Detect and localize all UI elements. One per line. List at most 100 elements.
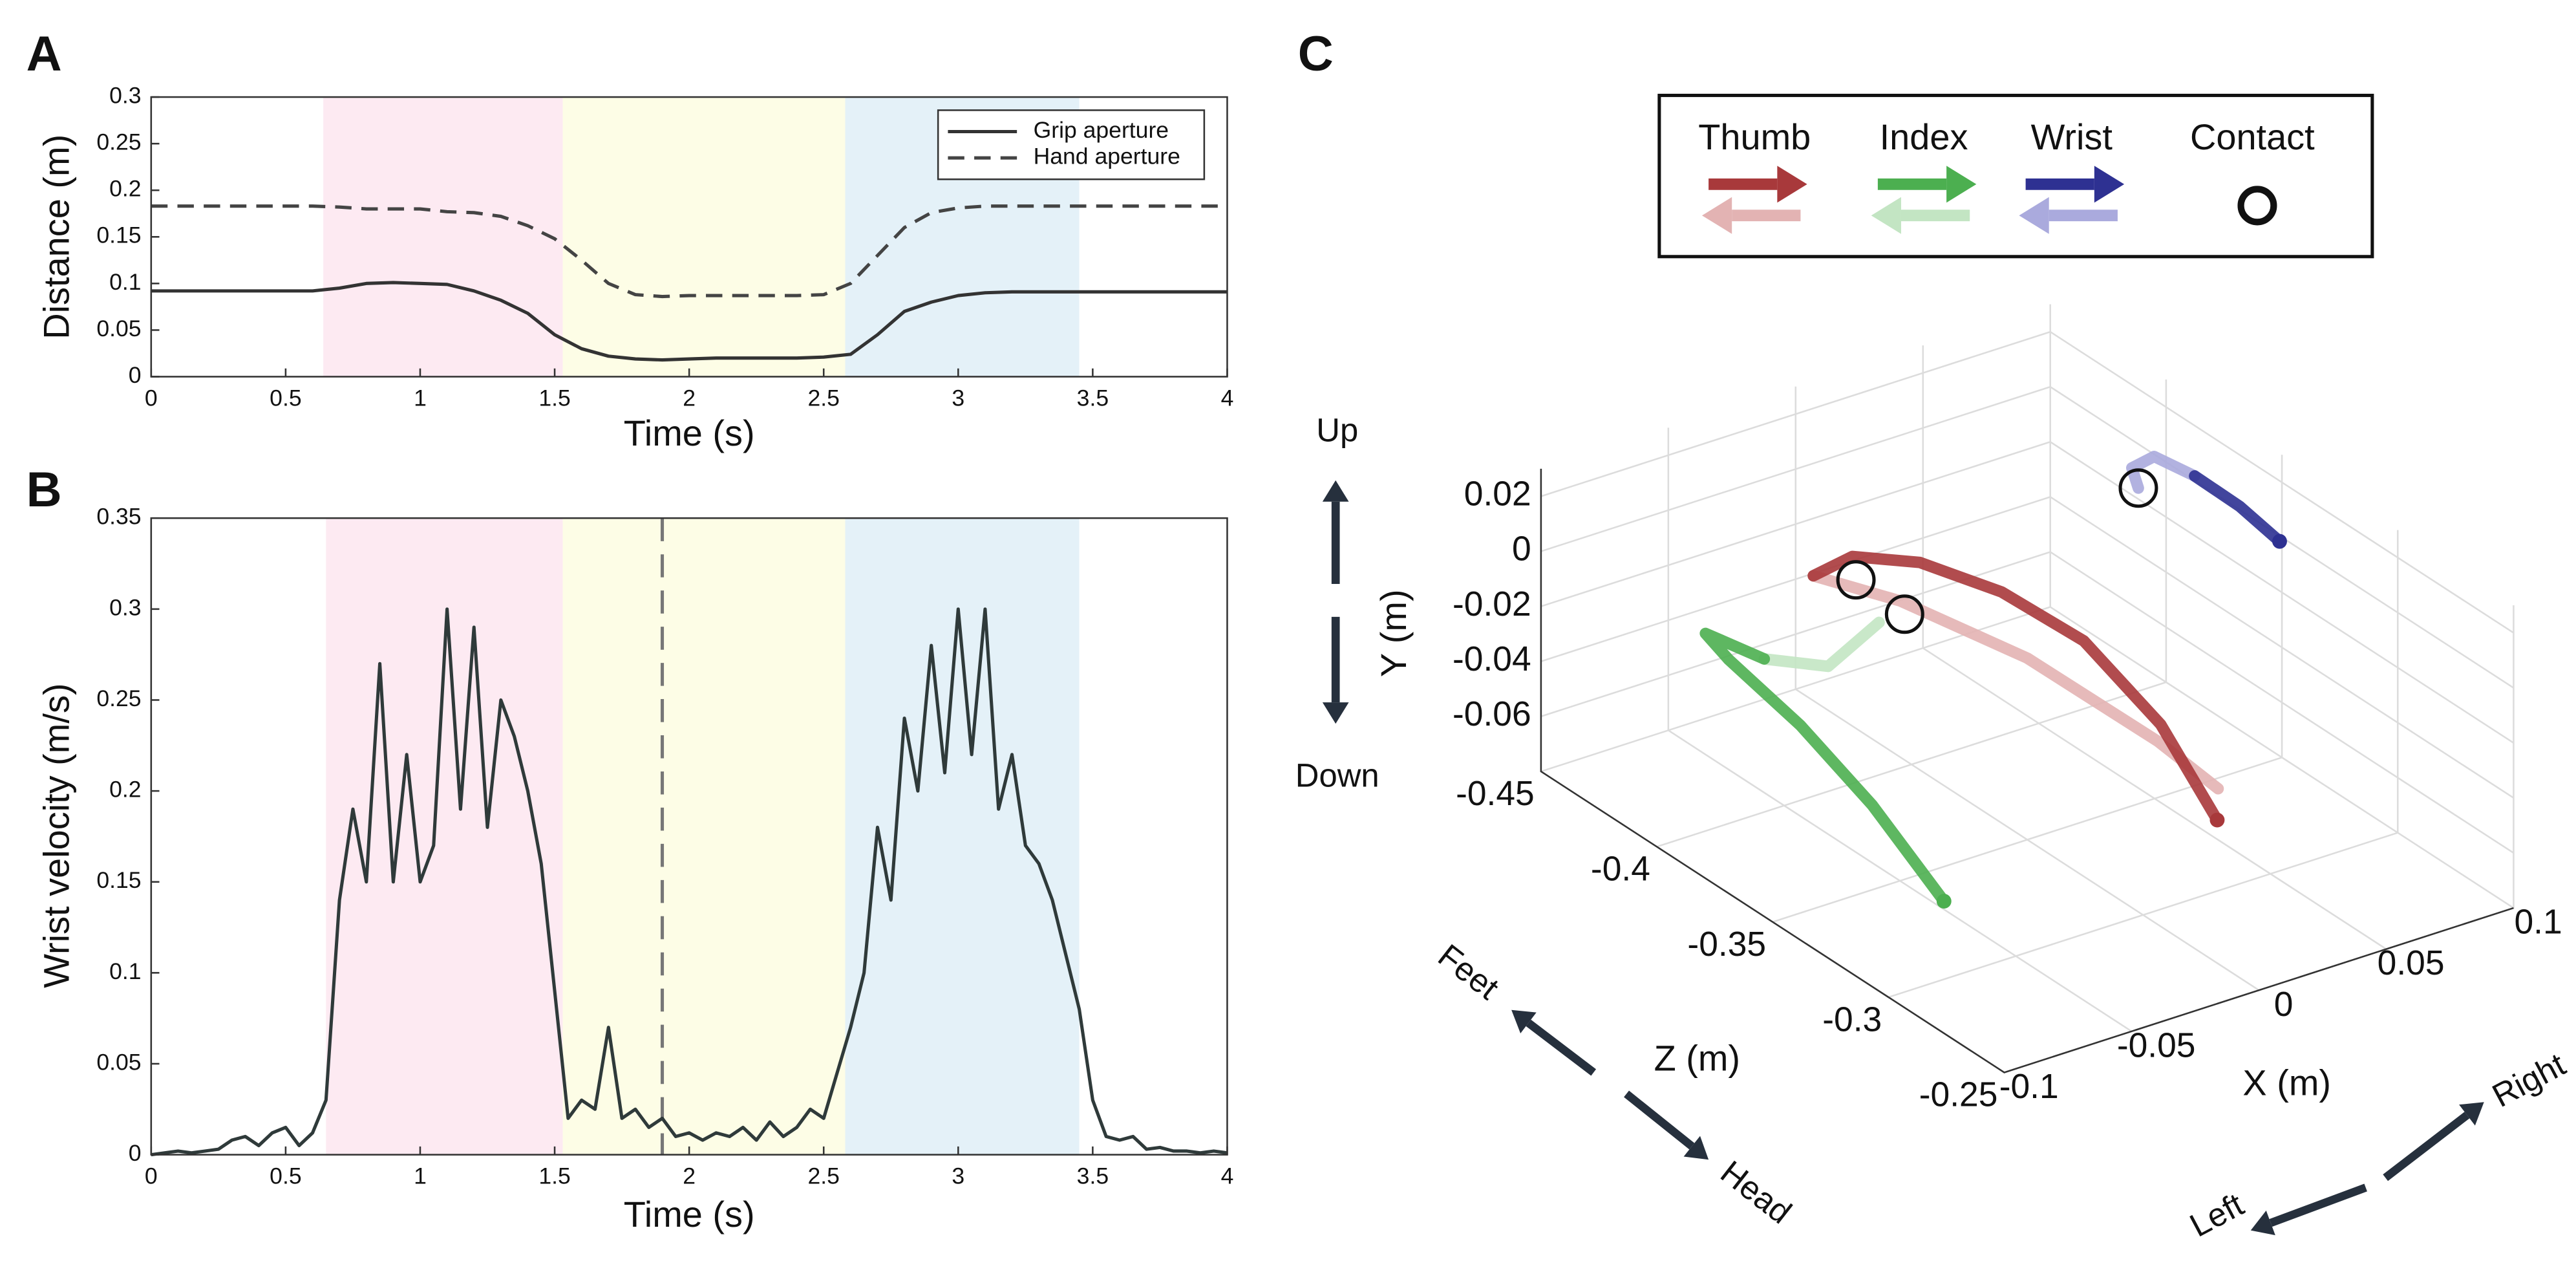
arrow-head <box>1701 197 1732 234</box>
x-tick-label: 3.5 <box>1077 385 1109 411</box>
x-tick-label: 3 <box>952 385 964 411</box>
x-tick-label: 1 <box>414 1163 427 1189</box>
x-tick-label: 3 <box>952 1163 964 1189</box>
grid-line <box>1540 440 2515 744</box>
x-tick-label: 0.05 <box>2378 944 2445 982</box>
grid-line <box>1540 495 2515 799</box>
phase-span <box>562 518 846 1155</box>
z-tick-label: -0.25 <box>1919 1076 1998 1114</box>
arrow-head <box>2459 1102 2484 1126</box>
x-tick-label: 4 <box>1221 1163 1234 1189</box>
y-tick-label: 0.1 <box>109 958 141 984</box>
z-tick-label: -0.4 <box>1591 850 1650 889</box>
return-trajectory <box>2126 450 2200 494</box>
y-tick-label: 0.35 <box>96 504 141 530</box>
panel-label: B <box>27 462 62 517</box>
x-tick-label: 1.5 <box>538 385 570 411</box>
panel-label: A <box>27 27 62 81</box>
y-tick-label: 0.3 <box>109 594 141 620</box>
grid-line <box>1540 551 2515 854</box>
y-tick-label: -0.06 <box>1453 695 1531 733</box>
annotation: Down <box>1295 757 1379 794</box>
x-tick-label: 2.5 <box>807 1163 839 1189</box>
arrow-head <box>1777 166 1807 203</box>
y-tick-label: 0.02 <box>1464 475 1531 513</box>
arrow-shaft <box>2383 1112 2470 1181</box>
x-tick-label: -0.05 <box>2117 1026 2196 1064</box>
contact-marker <box>1836 560 1876 600</box>
legend-label: Contact <box>2190 116 2315 157</box>
x-tick-label: 2.5 <box>807 385 839 411</box>
y-tick-label: 0.15 <box>96 867 141 893</box>
grid-line <box>1540 304 2052 773</box>
x-tick-label: 0 <box>145 1163 158 1189</box>
legend-contact <box>2237 186 2277 226</box>
legend-label: Index <box>1880 116 1968 157</box>
phase-span <box>562 97 846 377</box>
x-axis-label: Time (s) <box>624 1194 755 1234</box>
outward-trajectory <box>1699 627 1950 907</box>
y-tick-label: -0.04 <box>1453 640 1531 678</box>
phase-span <box>845 518 1080 1155</box>
grid-line <box>1888 530 2399 998</box>
arrow-shaft <box>1526 1019 1597 1076</box>
axis-edge <box>1540 468 2514 1073</box>
y-tick-label: 0.2 <box>109 176 141 202</box>
annotation: Up <box>1316 411 1358 448</box>
phase-span <box>326 518 563 1155</box>
y-tick-label: 0 <box>129 362 142 388</box>
arrow-head <box>1511 1009 1537 1033</box>
legend-label: Wrist <box>2031 116 2113 157</box>
start-point <box>2209 812 2225 828</box>
x-tick-label: 0.5 <box>270 385 301 411</box>
x-tick-label: 0 <box>2274 986 2294 1024</box>
outward-trajectory <box>2189 470 2286 548</box>
data-line <box>151 607 1228 1157</box>
y-tick-label: 0 <box>129 1140 142 1166</box>
z-axis-label: Z (m) <box>1654 1037 1740 1078</box>
z-tick-label: -0.35 <box>1687 925 1766 964</box>
y-tick-label: 0.25 <box>96 685 141 711</box>
data-line <box>151 281 1228 362</box>
z-tick-label: -0.45 <box>1456 775 1535 813</box>
legend-box <box>1657 93 2374 259</box>
start-point <box>1936 894 1952 909</box>
contact-marker <box>2118 468 2158 508</box>
y-tick-label: -0.02 <box>1453 585 1531 623</box>
y-tick-label: 0.2 <box>109 777 141 803</box>
y-axis-label: Distance (m) <box>36 135 76 340</box>
x-tick-label: 4 <box>1221 385 1234 411</box>
legend-box <box>937 109 1206 180</box>
x-tick-label: 0.5 <box>270 1163 301 1189</box>
panel-label: C <box>1298 27 1334 81</box>
data-line <box>151 204 1228 299</box>
y-tick-label: 0.25 <box>96 129 141 155</box>
grid-line <box>1656 379 2167 848</box>
arrow-head <box>1946 166 1977 203</box>
arrow-head <box>1871 197 1901 234</box>
grid-line <box>1772 455 2283 923</box>
grid-line <box>1540 385 2515 689</box>
y-tick-label: 0.15 <box>96 222 141 248</box>
x-tick-label: 0 <box>145 385 158 411</box>
x-axis-label: X (m) <box>2242 1062 2331 1103</box>
z-tick-label: -0.3 <box>1822 1000 1882 1039</box>
grid-line <box>1540 330 2515 634</box>
x-tick-label: 0.1 <box>2514 903 2562 942</box>
x-axis-label: Time (s) <box>624 413 755 453</box>
arrow-head <box>2019 197 2049 234</box>
y-tick-label: 0.05 <box>96 316 141 341</box>
arrow-head <box>1322 702 1349 724</box>
arrow-shaft <box>1624 1090 1695 1150</box>
x-tick-label: 2 <box>683 1163 696 1189</box>
legend-label: Hand aperture <box>1034 144 1180 169</box>
x-tick-label: 1.5 <box>538 1163 570 1189</box>
y-tick-label: 0.3 <box>109 82 141 108</box>
x-tick-label: -0.1 <box>1999 1068 2059 1106</box>
arrow-head <box>2250 1211 2275 1236</box>
return-trajectory <box>1758 616 1885 673</box>
x-tick-label: 3.5 <box>1077 1163 1109 1189</box>
legend-label: Thumb <box>1698 116 1811 157</box>
arrow-head <box>1322 480 1349 502</box>
